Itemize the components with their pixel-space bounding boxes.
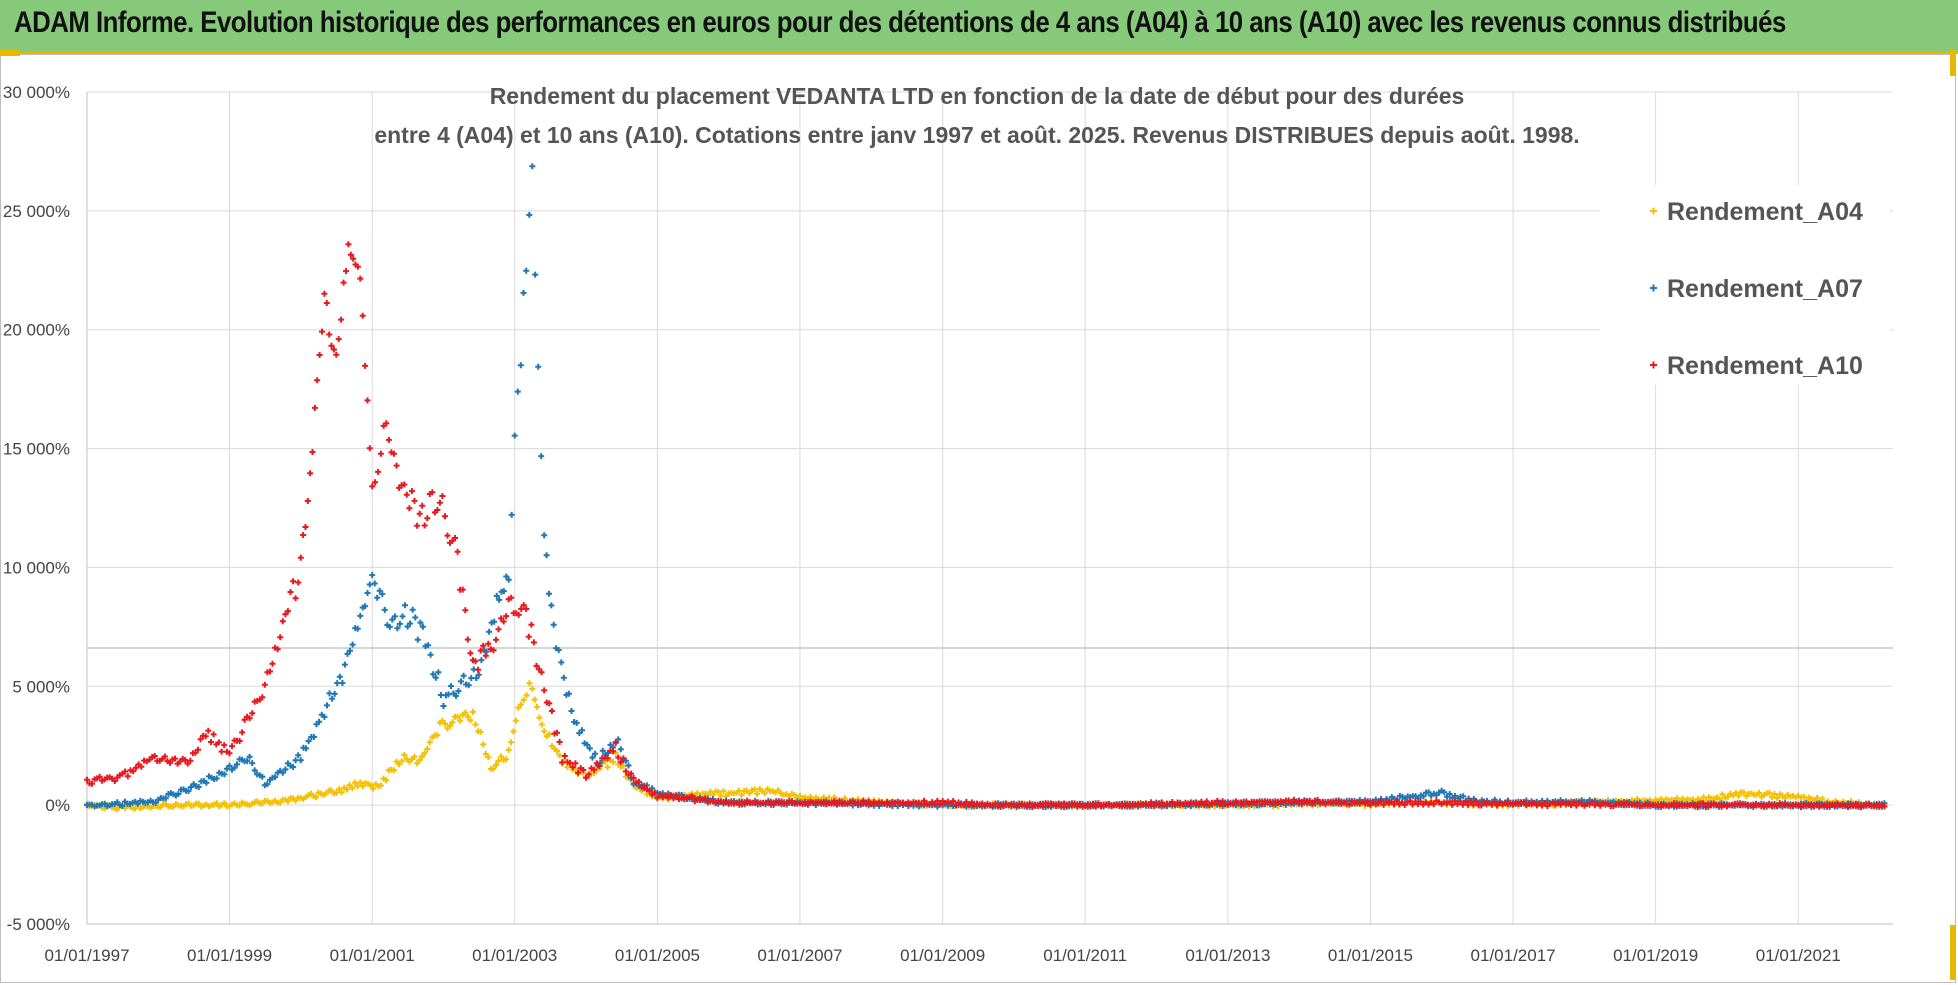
y-tick-label: 25 000% — [3, 202, 70, 221]
x-tick-label: 01/01/2007 — [757, 946, 842, 965]
series-layer — [84, 163, 1888, 813]
chart-title: Rendement du placement VEDANTA LTD en fo… — [374, 83, 1579, 148]
x-tick-label: 01/01/2021 — [1756, 946, 1841, 965]
x-tick-label: 01/01/2005 — [615, 946, 700, 965]
chart-title-line-1: Rendement du placement VEDANTA LTD en fo… — [490, 83, 1465, 109]
chart-title-line-2: entre 4 (A04) et 10 ans (A10). Cotations… — [374, 122, 1579, 148]
y-tick-label: 5 000% — [12, 677, 70, 696]
y-axis-ticks: -5 000% 0% 5 000% 10 000% 15 000% 20 000% 25 0… — [3, 83, 70, 934]
corner-mark-top-right — [1950, 50, 1956, 76]
y-tick-label: 15 000% — [3, 440, 70, 459]
legend-item: Rendement_A07 — [1650, 275, 1863, 303]
corner-mark-bottom-right — [1950, 925, 1956, 980]
x-axis-ticks: 01/01/1997 01/01/1999 01/01/2001 01/01/2003… — [44, 946, 1840, 965]
y-tick-label: -5 000% — [7, 915, 70, 934]
legend-marker — [1650, 207, 1657, 215]
x-tick-label: 01/01/1999 — [187, 946, 272, 965]
series-markers-Rendement_A04 — [84, 680, 1888, 813]
legend-item: Rendement_A04 — [1650, 198, 1863, 226]
corner-mark-top-left — [0, 50, 20, 56]
series-Rendement_A04 — [84, 680, 1888, 813]
x-tick-label: 01/01/2017 — [1471, 946, 1556, 965]
x-tick-label: 01/01/2013 — [1185, 946, 1270, 965]
x-tick-label: 01/01/2011 — [1043, 946, 1127, 965]
series-Rendement_A10 — [84, 241, 1888, 811]
legend-box — [1600, 185, 1890, 385]
page-title: ADAM Informe. Evolution historique des p… — [14, 6, 1786, 39]
y-tick-label: 20 000% — [3, 321, 70, 340]
chart-frame — [0, 54, 1956, 983]
x-tick-label: 01/01/2001 — [330, 946, 415, 965]
y-tick-label: 10 000% — [3, 558, 70, 577]
legend-label: Rendement_A10 — [1667, 352, 1863, 380]
y-tick-label: 30 000% — [3, 83, 70, 102]
legend-label: Rendement_A04 — [1667, 198, 1863, 226]
legend: Rendement_A04 Rendement_A07 Rendement_A10 — [1600, 185, 1890, 385]
x-tick-label: 01/01/2015 — [1328, 946, 1413, 965]
x-tick-label: 01/01/2009 — [900, 946, 985, 965]
series-markers-Rendement_A10 — [84, 241, 1888, 811]
legend-marker — [1650, 361, 1657, 369]
y-tick-label: 0% — [45, 796, 70, 815]
legend-marker — [1650, 284, 1657, 292]
x-tick-label: 01/01/1997 — [44, 946, 129, 965]
title-banner: ADAM Informe. Evolution historique des p… — [0, 0, 1958, 54]
x-tick-label: 01/01/2019 — [1613, 946, 1698, 965]
legend-item: Rendement_A10 — [1650, 352, 1863, 380]
x-tick-label: 01/01/2003 — [472, 946, 557, 965]
legend-label: Rendement_A07 — [1667, 275, 1863, 303]
